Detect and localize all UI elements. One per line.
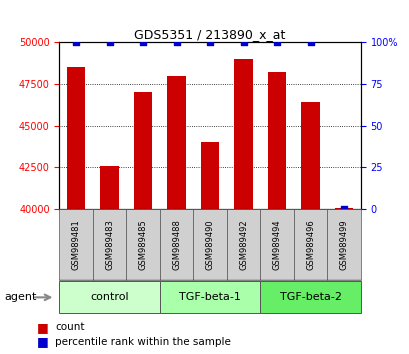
Point [139,40,146,45]
Point [307,40,313,45]
Bar [334,208,353,209]
Bar [260,281,360,313]
Bar [226,209,260,280]
Text: TGF-beta-2: TGF-beta-2 [279,292,341,302]
Point [340,206,346,212]
Bar [293,209,326,280]
Bar [267,73,285,209]
Bar [200,142,219,209]
Point [240,40,246,45]
Bar [167,76,185,209]
Point [273,40,280,45]
Title: GDS5351 / 213890_x_at: GDS5351 / 213890_x_at [134,28,285,41]
Bar [59,209,93,280]
Text: GSM989483: GSM989483 [105,219,114,270]
Bar [326,209,360,280]
Bar [193,209,226,280]
Bar [160,281,260,313]
Bar [126,209,160,280]
Point [173,40,180,45]
Bar [67,67,85,209]
Text: ■: ■ [37,321,49,334]
Bar [59,281,160,313]
Text: GSM989490: GSM989490 [205,219,214,270]
Text: GSM989494: GSM989494 [272,219,281,270]
Bar [260,209,293,280]
Point [106,40,113,45]
Text: percentile rank within the sample: percentile rank within the sample [55,337,231,347]
Text: ■: ■ [37,335,49,348]
Point [207,40,213,45]
Text: GSM989488: GSM989488 [172,219,181,270]
Text: count: count [55,322,85,332]
Text: GSM989485: GSM989485 [138,219,147,270]
Text: GSM989496: GSM989496 [306,219,314,270]
Text: TGF-beta-1: TGF-beta-1 [179,292,240,302]
Text: GSM989492: GSM989492 [238,219,247,270]
Bar [234,59,252,209]
Text: GSM989499: GSM989499 [339,219,348,270]
Text: control: control [90,292,129,302]
Bar [93,209,126,280]
Bar [100,166,119,209]
Bar [134,92,152,209]
Bar [301,102,319,209]
Bar [160,209,193,280]
Text: agent: agent [4,292,36,302]
Text: GSM989481: GSM989481 [72,219,81,270]
Point [73,40,79,45]
